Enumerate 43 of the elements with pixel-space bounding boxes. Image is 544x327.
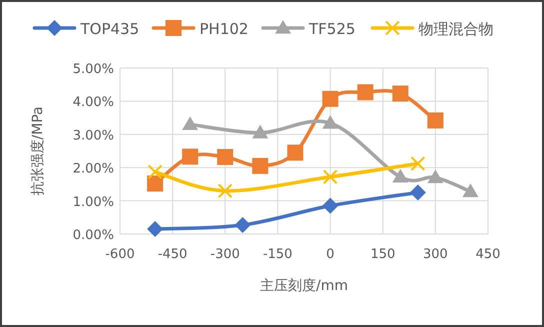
y-tick-label: 3.00% bbox=[72, 128, 114, 144]
point bbox=[392, 86, 408, 102]
point bbox=[287, 144, 304, 161]
legend-label: TOP435 bbox=[80, 20, 140, 38]
x-tick-label: 150 bbox=[370, 247, 396, 262]
point bbox=[322, 90, 338, 107]
y-tick-label: 4.00% bbox=[72, 95, 114, 110]
point bbox=[147, 176, 164, 192]
y-tick-label: 5.00% bbox=[72, 62, 114, 77]
point bbox=[217, 148, 234, 165]
x-tick-label: -450 bbox=[158, 247, 188, 262]
point bbox=[357, 84, 374, 100]
point bbox=[234, 217, 251, 234]
point bbox=[182, 148, 198, 165]
point bbox=[147, 221, 164, 238]
point bbox=[410, 156, 426, 172]
legend-label: 物理混合物 bbox=[418, 20, 494, 38]
point bbox=[322, 169, 338, 184]
x-axis-title: 主压刻度/mm bbox=[260, 278, 348, 294]
x-tick-label: -150 bbox=[262, 247, 292, 262]
point bbox=[218, 183, 233, 198]
point bbox=[252, 124, 268, 138]
x-tick-label: -600 bbox=[105, 247, 135, 262]
y-tick-label: 2.00% bbox=[72, 162, 114, 177]
x-tick-label: -300 bbox=[210, 247, 240, 262]
y-tick-label: 1.00% bbox=[72, 194, 114, 210]
legend-label: TF525 bbox=[308, 20, 356, 38]
point bbox=[148, 164, 162, 180]
point bbox=[462, 184, 478, 198]
y-axis-title: 抗张强度/MPa bbox=[30, 106, 46, 196]
x-tick-label: 0 bbox=[326, 247, 334, 262]
x-tick-label: 450 bbox=[476, 247, 500, 262]
point bbox=[322, 115, 338, 129]
x-tick-label: 300 bbox=[423, 247, 448, 262]
point bbox=[427, 112, 444, 128]
point bbox=[252, 158, 268, 174]
legend-label: PH102 bbox=[200, 20, 248, 38]
y-tick-label: 0.00% bbox=[72, 228, 114, 243]
point bbox=[182, 116, 198, 130]
point bbox=[410, 184, 426, 200]
point bbox=[392, 168, 408, 182]
point bbox=[322, 198, 338, 214]
point bbox=[427, 170, 444, 184]
